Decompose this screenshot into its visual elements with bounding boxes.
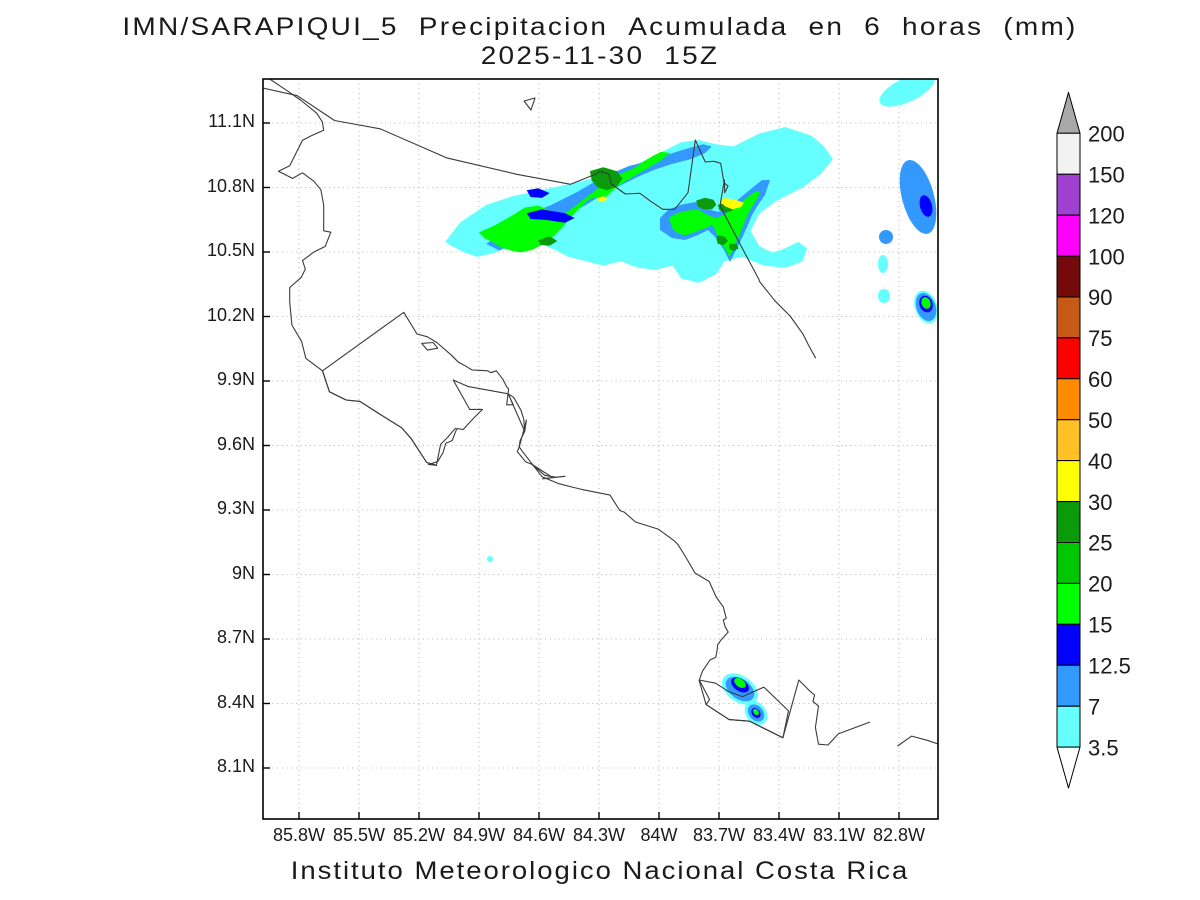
svg-text:100: 100: [1088, 244, 1125, 269]
svg-text:40: 40: [1088, 449, 1112, 474]
svg-text:12.5: 12.5: [1088, 653, 1131, 678]
svg-text:200: 200: [1088, 122, 1125, 147]
svg-text:60: 60: [1088, 367, 1112, 392]
svg-text:15: 15: [1088, 613, 1112, 638]
svg-text:25: 25: [1088, 531, 1112, 556]
svg-text:90: 90: [1088, 285, 1112, 310]
svg-text:30: 30: [1088, 490, 1112, 515]
svg-text:7: 7: [1088, 694, 1100, 719]
svg-text:75: 75: [1088, 326, 1112, 351]
svg-text:150: 150: [1088, 162, 1125, 187]
svg-text:3.5: 3.5: [1088, 735, 1119, 760]
svg-text:120: 120: [1088, 203, 1125, 228]
svg-text:20: 20: [1088, 572, 1112, 597]
svg-text:50: 50: [1088, 408, 1112, 433]
